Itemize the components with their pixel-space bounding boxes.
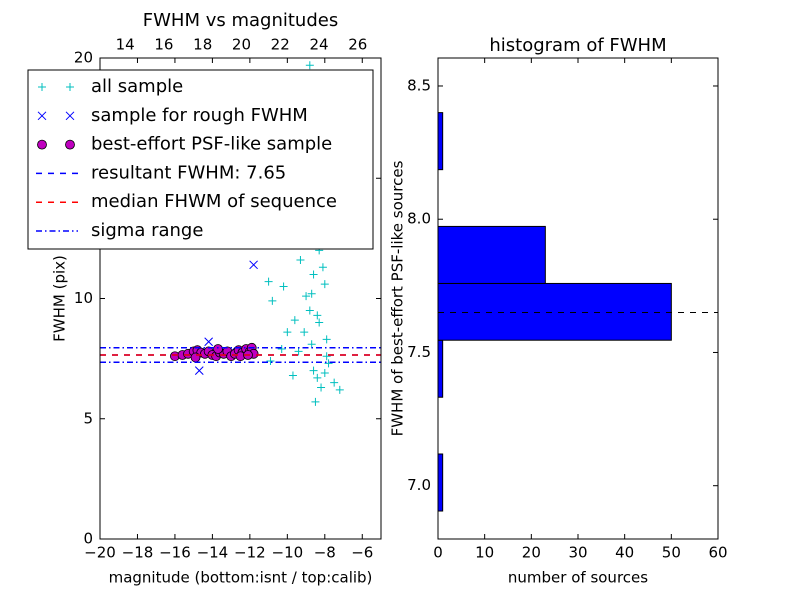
x-tick-label: 30 bbox=[568, 544, 587, 562]
plus-marker bbox=[300, 328, 309, 337]
y-tick-label: 7.5 bbox=[407, 343, 431, 361]
x-marker bbox=[37, 111, 47, 121]
bar bbox=[438, 453, 444, 512]
plus-marker bbox=[318, 263, 327, 272]
x-marker bbox=[249, 260, 258, 270]
plus-marker bbox=[264, 277, 273, 286]
plus-marker bbox=[317, 383, 326, 392]
plus-marker bbox=[279, 282, 288, 291]
top-x-tick-label: 24 bbox=[309, 36, 328, 54]
y-tick-label: 10 bbox=[74, 289, 93, 307]
bar bbox=[438, 225, 546, 284]
bar bbox=[438, 112, 444, 171]
y-tick-label: 7.0 bbox=[407, 476, 431, 494]
x-tick-label: 50 bbox=[662, 544, 681, 562]
legend-label: best-effort PSF-like sample bbox=[91, 134, 332, 155]
x-tick-label: −16 bbox=[159, 544, 191, 562]
legend: all sample sample for rough FWHM best-effo… bbox=[27, 69, 374, 250]
plus-marker bbox=[266, 357, 275, 366]
plus-marker bbox=[307, 340, 316, 349]
y-tick-label: 5 bbox=[83, 409, 93, 427]
circle-marker bbox=[37, 139, 47, 150]
y-tick-label: 20 bbox=[74, 49, 93, 67]
x-tick-label: −8 bbox=[314, 544, 336, 562]
x-axis-label: number of sources bbox=[508, 569, 648, 587]
x-marker bbox=[65, 111, 75, 121]
bar bbox=[438, 282, 672, 341]
plus-marker bbox=[38, 83, 46, 91]
x-tick-label: 10 bbox=[475, 544, 494, 562]
x-axis-label: magnitude (bottom:isnt / top:calib) bbox=[109, 569, 373, 587]
axes-frame bbox=[437, 57, 719, 540]
legend-frame bbox=[27, 69, 374, 250]
plus-marker bbox=[288, 371, 297, 380]
x-tick-label: 20 bbox=[522, 544, 541, 562]
plus-marker bbox=[302, 292, 311, 301]
plus-marker bbox=[309, 270, 318, 279]
plus-marker bbox=[335, 385, 344, 394]
x-tick-label: 40 bbox=[615, 544, 634, 562]
legend-label: resultant FWHM: 7.65 bbox=[91, 162, 286, 183]
chart-title: FWHM vs magnitudes bbox=[143, 10, 338, 31]
y-tick-label: 8.0 bbox=[407, 210, 431, 228]
plus-marker bbox=[283, 328, 292, 337]
x-tick-label: −10 bbox=[272, 544, 304, 562]
legend-label: sample for rough FWHM bbox=[91, 105, 308, 126]
plus-marker bbox=[277, 345, 286, 354]
y-axis-label: FWHM (pix) bbox=[51, 255, 69, 342]
plus-marker bbox=[305, 61, 314, 70]
plus-marker bbox=[290, 316, 299, 325]
plus-marker bbox=[330, 378, 339, 387]
legend-label: sigma range bbox=[91, 220, 203, 241]
bar bbox=[438, 339, 444, 398]
plus-marker bbox=[320, 369, 329, 378]
x-marker bbox=[204, 337, 214, 347]
x-tick-label: −6 bbox=[351, 544, 373, 562]
plus-marker bbox=[268, 296, 277, 305]
chart-title: histogram of FWHM bbox=[489, 35, 666, 56]
plot-area bbox=[438, 112, 718, 512]
plus-marker bbox=[313, 373, 322, 382]
plus-marker bbox=[313, 311, 322, 320]
top-x-tick-label: 26 bbox=[348, 36, 367, 54]
top-x-tick-label: 20 bbox=[232, 36, 251, 54]
x-tick-label: −20 bbox=[84, 544, 116, 562]
plus-marker bbox=[320, 280, 329, 289]
plus-marker bbox=[307, 289, 316, 298]
y-axis-label: FWHM of best-effort PSF-like sources bbox=[389, 160, 407, 436]
x-tick-label: −12 bbox=[234, 544, 266, 562]
plus-marker bbox=[315, 318, 324, 327]
y-tick-label: 8.5 bbox=[407, 76, 431, 94]
x-tick-label: 0 bbox=[433, 544, 443, 562]
x-marker bbox=[194, 366, 204, 376]
plus-marker bbox=[309, 366, 318, 375]
top-x-tick-label: 16 bbox=[154, 36, 173, 54]
legend-label: median FHWM of sequence bbox=[91, 191, 337, 212]
plus-marker bbox=[296, 256, 305, 265]
top-x-tick-label: 18 bbox=[193, 36, 212, 54]
x-tick-label: 60 bbox=[708, 544, 727, 562]
plus-marker bbox=[294, 347, 303, 356]
y-tick-label: 0 bbox=[83, 530, 93, 548]
plus-marker bbox=[66, 83, 74, 91]
plus-marker bbox=[311, 397, 320, 406]
top-x-tick-label: 14 bbox=[116, 36, 135, 54]
plus-marker bbox=[305, 306, 314, 315]
x-tick-label: −14 bbox=[197, 544, 229, 562]
circle-marker bbox=[65, 139, 75, 150]
x-tick-label: −18 bbox=[122, 544, 154, 562]
plus-marker bbox=[322, 352, 331, 361]
plus-marker bbox=[324, 359, 333, 368]
axes-frame bbox=[99, 57, 382, 540]
top-x-tick-label: 22 bbox=[271, 36, 290, 54]
plus-marker bbox=[322, 335, 331, 344]
circle-marker bbox=[213, 344, 223, 354]
legend-label: all sample bbox=[91, 76, 183, 97]
